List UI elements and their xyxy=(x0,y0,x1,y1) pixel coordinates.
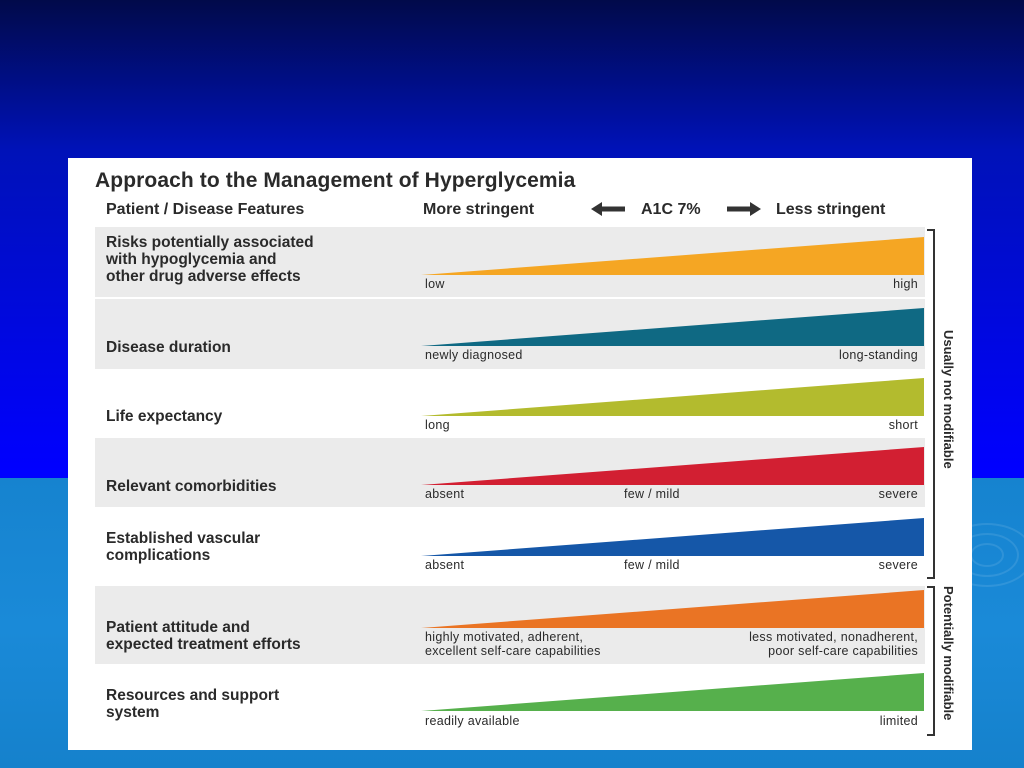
row-label: Resources and support system xyxy=(106,687,280,721)
stringency-wedge xyxy=(421,590,924,628)
stringency-wedge xyxy=(421,673,924,711)
feature-row-resources-support: Resources and support system readily ava… xyxy=(95,666,925,736)
diagram-panel: Approach to the Management of Hyperglyce… xyxy=(68,158,972,750)
feature-row-patient-attitude: Patient attitude and expected treatment … xyxy=(95,586,925,664)
arrow-left-icon xyxy=(591,202,625,216)
stringency-wedge xyxy=(421,378,924,416)
feature-row-disease-duration: Disease duration newly diagnosed long-st… xyxy=(95,299,925,369)
scale-right-label: short xyxy=(888,418,918,432)
diagram-title: Approach to the Management of Hyperglyce… xyxy=(95,169,576,192)
modifiable-bracket xyxy=(927,586,935,736)
scale-right-label: limited xyxy=(879,714,918,728)
row-label: Relevant comorbidities xyxy=(106,478,277,495)
scale-right-label: high xyxy=(893,277,918,291)
scale-left-label: absent xyxy=(425,558,465,572)
row-label: Established vascular complications xyxy=(106,530,261,564)
stringency-wedge xyxy=(421,308,924,346)
scale-right-label: severe xyxy=(878,558,918,572)
more-stringent-header: More stringent xyxy=(423,201,535,218)
feature-row-comorbidities: Relevant comorbidities absent few / mild… xyxy=(95,438,925,507)
ripple-decoration xyxy=(970,543,1004,567)
scale-mid-label: few / mild xyxy=(624,487,680,501)
features-header: Patient / Disease Features xyxy=(106,201,305,218)
feature-row-vascular-complications: Established vascular complications absen… xyxy=(95,509,925,577)
stringency-wedge xyxy=(421,518,924,556)
a1c-header: A1C 7% xyxy=(641,201,701,218)
scale-mid-label: few / mild xyxy=(624,558,680,572)
scale-left-label: low xyxy=(425,277,445,291)
feature-row-life-expectancy: Life expectancy long short xyxy=(95,371,925,437)
scale-right-label: severe xyxy=(878,487,918,501)
stringency-wedge xyxy=(421,237,924,275)
scale-left-label: newly diagnosed xyxy=(425,348,523,362)
row-label: Patient attitude and expected treatment … xyxy=(106,619,301,653)
row-label: Life expectancy xyxy=(106,408,223,425)
scale-left-label: highly motivated, adherent, excellent se… xyxy=(425,630,601,658)
scale-left-label: absent xyxy=(425,487,465,501)
not-modifiable-bracket xyxy=(927,229,935,579)
less-stringent-header: Less stringent xyxy=(776,201,886,218)
row-label: Risks potentially associated with hypogl… xyxy=(106,234,314,285)
not-modifiable-label: Usually not modifiable xyxy=(941,330,956,469)
scale-right-label: long-standing xyxy=(839,348,918,362)
row-label: Disease duration xyxy=(106,339,231,356)
feature-row-hypoglycemia-risk: Risks potentially associated with hypogl… xyxy=(95,227,925,297)
arrow-right-icon xyxy=(727,202,761,216)
scale-left-label: readily available xyxy=(425,714,520,728)
scale-left-label: long xyxy=(425,418,450,432)
modifiable-label: Potentially modifiable xyxy=(941,586,956,721)
scale-right-label: less motivated, nonadherent, poor self-c… xyxy=(749,630,918,658)
stringency-wedge xyxy=(421,447,924,485)
